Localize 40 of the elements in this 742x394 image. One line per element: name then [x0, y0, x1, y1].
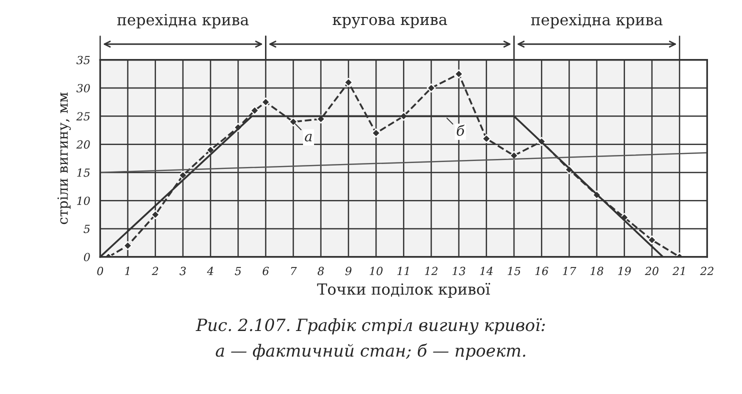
x-tick-label: 22: [700, 266, 714, 276]
x-axis-title: Точки поділок кривої: [317, 282, 490, 298]
x-tick-label: 4: [206, 266, 214, 276]
y-tick-label: 0: [84, 252, 90, 262]
y-tick-label: 20: [76, 140, 90, 149]
band-label: перехідна крива: [117, 14, 249, 28]
x-tick-label: 10: [370, 266, 383, 276]
y-tick-label: 15: [77, 168, 90, 177]
y-tick-label: 30: [76, 84, 90, 92]
x-tick-label: 12: [424, 266, 438, 276]
band-label: кругова крива: [332, 16, 448, 28]
x-tick-label: 9: [345, 266, 352, 276]
x-tick-label: 19: [618, 266, 631, 276]
x-tick-label: 0: [97, 266, 104, 276]
x-tick-label: 21: [672, 266, 684, 276]
x-tick-label: 1: [125, 266, 130, 276]
x-tick-label: 2: [152, 266, 158, 276]
annotation: б: [456, 124, 465, 136]
y-tick-label: 25: [76, 112, 90, 121]
x-tick-label: 5: [234, 266, 241, 276]
x-tick-label: 7: [291, 266, 297, 276]
x-tick-label: 13: [452, 266, 466, 276]
x-tick-label: 11: [397, 266, 409, 276]
band-label: перехідна крива: [531, 14, 662, 28]
y-axis-title: стріли вигину, мм: [57, 92, 71, 224]
y-tick-label: 35: [76, 56, 90, 64]
x-tick-label: 15: [508, 266, 520, 276]
x-tick-label: 6: [262, 266, 269, 276]
x-tick-label: 8: [318, 266, 324, 276]
x-tick-label: 16: [535, 266, 548, 276]
x-tick-label: 3: [180, 266, 186, 276]
x-tick-label: 18: [590, 266, 604, 276]
x-tick-label: 14: [480, 266, 493, 276]
y-tick-label: 5: [84, 224, 90, 234]
y-tick-label: 10: [77, 196, 90, 205]
x-tick-label: 17: [562, 266, 576, 276]
text: а — фактичний стан; б — проект.: [216, 343, 526, 360]
x-tick-label: 20: [644, 266, 658, 276]
annotation: а: [304, 134, 312, 142]
text: Рис. 2.107. Графік стріл вигину кривої:: [196, 318, 545, 335]
